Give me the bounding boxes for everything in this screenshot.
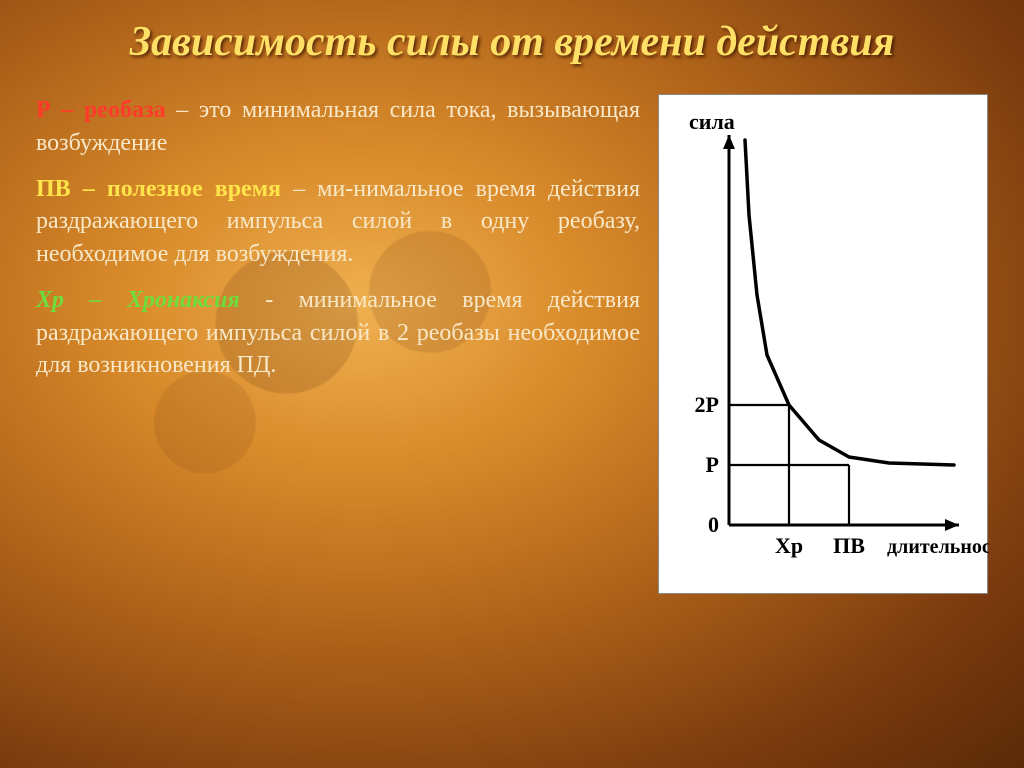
chart-column: 0 Р 2Р Хр ПВ сила длительность <box>658 94 988 594</box>
term-dash-p: – <box>51 97 84 123</box>
svg-text:сила: сила <box>689 109 735 134</box>
text-column: Р – реобаза – это минимальная сила тока,… <box>36 94 640 395</box>
term-symbol-xr: Хр <box>36 287 64 313</box>
svg-text:длительность: длительность <box>887 536 989 558</box>
svg-text:Р: Р <box>706 452 719 477</box>
slide: Зависимость силы от времени действия Р –… <box>0 0 1024 768</box>
term-name-xr: Хронаксия <box>127 287 240 313</box>
term-symbol-p: Р <box>36 97 51 123</box>
svg-text:Хр: Хр <box>775 533 803 558</box>
svg-text:0: 0 <box>708 512 719 537</box>
definition-reobase: Р – реобаза – это минимальная сила тока,… <box>36 94 640 159</box>
term-symbol-pv: ПВ <box>36 176 71 202</box>
term-dash-xr: – <box>64 287 127 313</box>
term-name-p: реобаза <box>84 97 166 123</box>
slide-title: Зависимость силы от времени действия <box>36 18 988 66</box>
strength-duration-chart: 0 Р 2Р Хр ПВ сила длительность <box>659 95 989 595</box>
chart-container: 0 Р 2Р Хр ПВ сила длительность <box>658 94 988 594</box>
term-name-pv: полезное время <box>107 176 281 202</box>
definition-chronaxie: Хр – Хронаксия - минимальное время дейст… <box>36 284 640 381</box>
definition-useful-time: ПВ – полезное время – ми-нимальное время… <box>36 173 640 270</box>
svg-text:ПВ: ПВ <box>833 533 865 558</box>
term-dash-pv: – <box>71 176 107 202</box>
svg-text:2Р: 2Р <box>695 392 719 417</box>
content-row: Р – реобаза – это минимальная сила тока,… <box>36 94 988 594</box>
